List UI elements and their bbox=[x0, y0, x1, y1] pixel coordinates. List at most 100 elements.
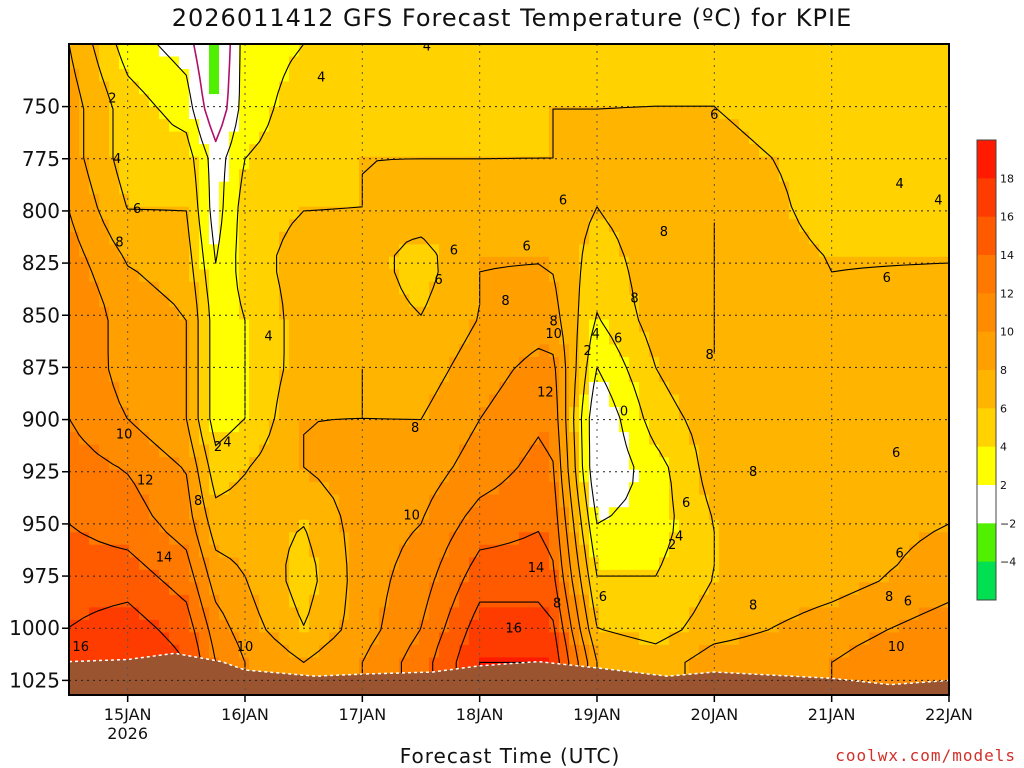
heatmap-cell bbox=[89, 494, 100, 508]
heatmap-cell bbox=[699, 56, 710, 70]
heatmap-cell bbox=[439, 569, 450, 583]
heatmap-cell bbox=[119, 394, 130, 408]
heatmap-cell bbox=[879, 594, 890, 608]
heatmap-cell bbox=[599, 619, 610, 633]
heatmap-cell bbox=[69, 469, 80, 483]
heatmap-cell bbox=[159, 394, 170, 408]
heatmap-cell bbox=[149, 356, 160, 371]
heatmap-cell bbox=[629, 194, 640, 208]
heatmap-cell bbox=[419, 507, 430, 521]
heatmap-cell bbox=[869, 519, 880, 533]
heatmap-cell bbox=[639, 194, 650, 208]
heatmap-cell bbox=[229, 169, 240, 183]
heatmap-cell bbox=[689, 206, 700, 220]
heatmap-cell bbox=[109, 457, 120, 471]
heatmap-cell bbox=[79, 331, 90, 346]
heatmap-cell bbox=[609, 432, 620, 446]
heatmap-cell bbox=[339, 119, 350, 133]
heatmap-cell bbox=[69, 256, 80, 270]
heatmap-cell bbox=[859, 56, 870, 70]
heatmap-cell bbox=[299, 206, 310, 220]
heatmap-cell bbox=[879, 607, 890, 621]
heatmap-cell bbox=[529, 544, 540, 558]
heatmap-cell bbox=[109, 256, 120, 270]
heatmap-cell bbox=[629, 306, 640, 321]
heatmap-cell bbox=[549, 144, 560, 158]
heatmap-cell bbox=[779, 369, 790, 383]
heatmap-cell bbox=[679, 156, 690, 170]
heatmap-cell bbox=[569, 469, 580, 483]
heatmap-cell bbox=[559, 119, 570, 133]
heatmap-cell bbox=[309, 256, 320, 270]
heatmap-cell bbox=[469, 244, 480, 258]
heatmap-cell bbox=[399, 156, 410, 170]
heatmap-cell bbox=[159, 469, 170, 483]
heatmap-cell bbox=[649, 106, 660, 120]
heatmap-cell bbox=[509, 131, 520, 145]
contour-label: 6 bbox=[450, 244, 458, 259]
heatmap-cell bbox=[419, 394, 430, 408]
heatmap-cell bbox=[499, 169, 510, 183]
credit-link[interactable]: coolwx.com/models bbox=[835, 746, 1016, 765]
heatmap-cell bbox=[859, 507, 870, 521]
heatmap-cell bbox=[99, 356, 110, 371]
heatmap-cell bbox=[119, 269, 130, 283]
heatmap-cell bbox=[139, 644, 150, 659]
heatmap-cell bbox=[549, 281, 560, 295]
heatmap-cell bbox=[119, 507, 130, 521]
heatmap-cell bbox=[769, 469, 780, 483]
heatmap-cell bbox=[259, 482, 270, 496]
heatmap-cell bbox=[649, 394, 660, 408]
heatmap-cell bbox=[849, 319, 860, 333]
heatmap-cell bbox=[839, 194, 850, 208]
heatmap-cell bbox=[319, 194, 330, 208]
heatmap-cell bbox=[909, 356, 920, 371]
heatmap-cell bbox=[209, 356, 220, 371]
heatmap-cell bbox=[909, 81, 920, 95]
heatmap-cell bbox=[369, 206, 380, 220]
heatmap-cell bbox=[259, 382, 270, 396]
heatmap-cell bbox=[189, 532, 200, 546]
heatmap-cell bbox=[79, 419, 90, 433]
heatmap-cell bbox=[359, 644, 370, 659]
heatmap-cell bbox=[869, 331, 880, 346]
heatmap-cell bbox=[519, 269, 530, 283]
heatmap-cell bbox=[169, 519, 180, 533]
heatmap-cell bbox=[659, 644, 670, 659]
heatmap-cell bbox=[629, 119, 640, 133]
heatmap-cell bbox=[399, 294, 410, 308]
heatmap-cell bbox=[499, 569, 510, 583]
heatmap-cell bbox=[189, 331, 200, 346]
heatmap-cell bbox=[679, 407, 690, 421]
heatmap-cell bbox=[319, 644, 330, 659]
heatmap-cell bbox=[769, 69, 780, 83]
heatmap-cell bbox=[169, 144, 180, 158]
heatmap-cell bbox=[859, 407, 870, 421]
heatmap-cell bbox=[859, 294, 870, 308]
heatmap-cell bbox=[249, 206, 260, 220]
heatmap-cell bbox=[909, 331, 920, 346]
heatmap-cell bbox=[859, 244, 870, 258]
heatmap-cell bbox=[769, 194, 780, 208]
heatmap-cell bbox=[99, 644, 110, 659]
heatmap-cell bbox=[599, 432, 610, 446]
heatmap-cell bbox=[759, 81, 770, 95]
heatmap-cell bbox=[289, 306, 300, 321]
heatmap-cell bbox=[749, 619, 760, 633]
heatmap-cell bbox=[199, 81, 210, 95]
heatmap-cell bbox=[809, 306, 820, 321]
heatmap-cell bbox=[419, 119, 430, 133]
heatmap-cell bbox=[399, 507, 410, 521]
heatmap-cell bbox=[109, 619, 120, 633]
heatmap-cell bbox=[289, 294, 300, 308]
heatmap-cell bbox=[339, 256, 350, 270]
heatmap-cell bbox=[929, 494, 940, 508]
heatmap-cell bbox=[239, 44, 250, 58]
heatmap-cell bbox=[359, 56, 370, 70]
contour-line-8 bbox=[69, 44, 949, 695]
heatmap-cell bbox=[379, 169, 390, 183]
heatmap-cell bbox=[219, 306, 230, 321]
heatmap-cell bbox=[89, 644, 100, 659]
heatmap-cell bbox=[659, 269, 670, 283]
heatmap-cell bbox=[849, 569, 860, 583]
